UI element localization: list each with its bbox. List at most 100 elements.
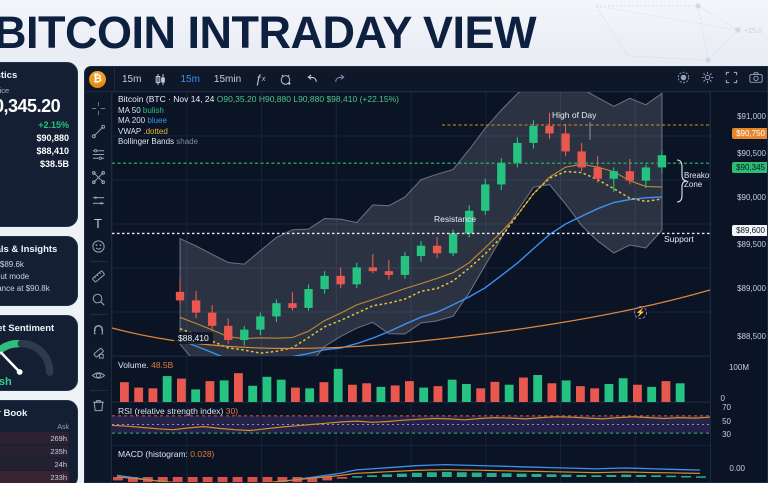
volume-value: $38.5B <box>39 159 69 169</box>
candles-icon[interactable] <box>155 67 166 92</box>
axis-label: $91,000 <box>737 112 766 121</box>
header-banner: +25.0 BITCOIN INTRADAY VIEW <box>0 0 768 66</box>
price-pane[interactable]: Bitcoin (BTC · Nov 14, 24 O90,35.20 H90,… <box>111 67 716 408</box>
camera-icon[interactable] <box>749 71 763 89</box>
orderbook-header: Bid Ask <box>0 424 69 431</box>
orderbook-ask: 235h <box>50 446 67 456</box>
orderbook-card: Order Book Bid Ask 90,360 269h 90,380 23… <box>0 400 78 483</box>
volume-label: Volume. <box>118 360 149 370</box>
axis-label: $89,000 <box>737 284 766 293</box>
low-row: Low $88,410 <box>0 146 69 156</box>
insight-line: Breakout mode <box>0 272 30 281</box>
stats-card: Statistics BTC Price $90,345.20 +2.15% H… <box>0 62 78 227</box>
rsi-pane[interactable]: RSI (relative strength index) 30) <box>111 402 711 446</box>
axis-label-rsi-50: 50 <box>722 417 731 426</box>
macd-label: MACD (histogram: <box>118 449 188 459</box>
ruler-icon[interactable] <box>87 265 110 288</box>
rail-divider <box>89 261 107 262</box>
axis-label-rsi-70: 70 <box>722 403 731 412</box>
sentiment-value: Bullish <box>0 376 12 388</box>
fullscreen-icon[interactable] <box>725 71 738 89</box>
rsi-pane-title: RSI (relative strength index) 30) <box>118 406 238 416</box>
lightning-badge[interactable]: ⚡ <box>634 306 647 319</box>
drawing-tool-rail: T <box>85 92 112 482</box>
toolbar-divider <box>114 67 115 92</box>
magnifier-icon[interactable] <box>87 288 110 311</box>
insight-line: Resistance at $90.8k <box>0 284 50 293</box>
eye-icon[interactable] <box>87 364 110 387</box>
undo-icon[interactable] <box>306 67 319 92</box>
header-decoration: +25.0 <box>595 3 762 63</box>
rsi-label: RSI (relative strength index) <box>118 406 224 416</box>
rail-divider <box>89 390 107 391</box>
sentiment-title: Market Sentiment <box>0 323 55 334</box>
rsi-chart-svg <box>111 403 711 446</box>
axis-label: $89,500 <box>737 240 766 249</box>
annotation-high-of-day: High of Day <box>552 110 597 120</box>
stats-title: Statistics <box>0 70 18 81</box>
eraser-icon[interactable] <box>87 341 110 364</box>
fib-icon[interactable] <box>87 166 110 189</box>
text-icon[interactable]: T <box>94 216 102 231</box>
insights-card: Signals & Insights Above $89.6k Breakout… <box>0 236 78 306</box>
rail-divider <box>89 314 107 315</box>
alarm-add-icon[interactable] <box>279 67 292 92</box>
volume-pane-title: Volume. 48.5B <box>118 360 173 370</box>
axis-label-volume-max: 100M <box>728 363 749 372</box>
volume-pane[interactable]: Volume. 48.5B <box>112 356 710 403</box>
axis-label-macd-zero: 0.00 <box>729 464 745 473</box>
rsi-value: 30) <box>225 406 239 416</box>
sentiment-card: Market Sentiment Bullish <box>0 315 78 391</box>
axis-label: $90,500 <box>737 149 766 158</box>
macd-pane[interactable]: MACD (histogram: 0.028) <box>112 445 710 482</box>
annotation-support: Support <box>664 234 694 244</box>
crosshair-icon[interactable] <box>87 97 110 120</box>
emoji-icon[interactable] <box>87 235 110 258</box>
sidebar: Statistics BTC Price $90,345.20 +2.15% H… <box>0 62 82 483</box>
insights-title: Signals & Insights <box>0 244 58 255</box>
price-chart-svg <box>111 67 711 408</box>
orderbook-ask: 269h <box>50 433 67 443</box>
deco-value: +25.0 <box>744 28 762 35</box>
horizontal-lines-icon[interactable] <box>87 143 110 166</box>
redo-icon[interactable] <box>333 67 346 92</box>
annotation-breakout-zone: Breakout Zone <box>684 171 717 189</box>
annotation-low-price: $88,410 <box>174 332 213 344</box>
axis-label-rsi-30: 30 <box>722 430 731 439</box>
axis-label-volume-min: 0 <box>720 394 725 403</box>
low-value: $88,410 <box>36 146 69 156</box>
macd-value: 0.028) <box>190 449 215 459</box>
timeframe-15min[interactable]: 15min <box>213 73 242 85</box>
record-icon[interactable] <box>677 71 690 89</box>
bitcoin-icon[interactable]: ₿ <box>89 70 106 88</box>
trendline-icon[interactable] <box>87 120 110 143</box>
change-row: +2.15% <box>0 120 69 130</box>
timeframe-15m-active[interactable]: 15m <box>180 73 200 85</box>
price-value: $90,345.20 <box>0 96 61 116</box>
timeframe-15m[interactable]: 15m <box>122 73 142 85</box>
volume-value: 48.5B <box>151 360 174 370</box>
axis-tag-last: $90,345 <box>732 162 767 173</box>
toolbar-right-icons <box>677 67 763 92</box>
page-title: BITCOIN INTRADAY VIEW <box>0 7 537 58</box>
sentiment-gauge <box>0 339 69 376</box>
gear-icon[interactable] <box>701 71 714 89</box>
orderbook-row[interactable]: 90,880 24h <box>0 458 69 470</box>
chart-body[interactable]: Bitcoin (BTC · Nov 14, 24 O90,35.20 H90,… <box>111 67 767 482</box>
pitchfork-icon[interactable] <box>87 189 110 212</box>
axis-tag-resistance: $90,750 <box>732 128 767 139</box>
orderbook-ask: 233h <box>50 472 67 482</box>
trash-icon[interactable] <box>87 394 110 417</box>
price-axis[interactable]: $91,000 $90,750 $90,500 $90,345 $90,000 … <box>710 92 767 482</box>
macd-chart-svg <box>113 446 706 482</box>
orderbook-row[interactable]: 90,360 269h <box>0 432 69 444</box>
magnet-icon[interactable] <box>87 318 110 341</box>
orderbook-row[interactable]: 90,380 235h <box>0 445 69 457</box>
orderbook-ask: 24h <box>54 459 67 469</box>
annotation-resistance-mid: Resistance <box>434 214 477 224</box>
volume-row: Volume $38.5B <box>0 159 69 169</box>
axis-tag-support: $89,600 <box>732 225 767 236</box>
orderbook-row[interactable]: 90,330 233h <box>0 471 69 483</box>
